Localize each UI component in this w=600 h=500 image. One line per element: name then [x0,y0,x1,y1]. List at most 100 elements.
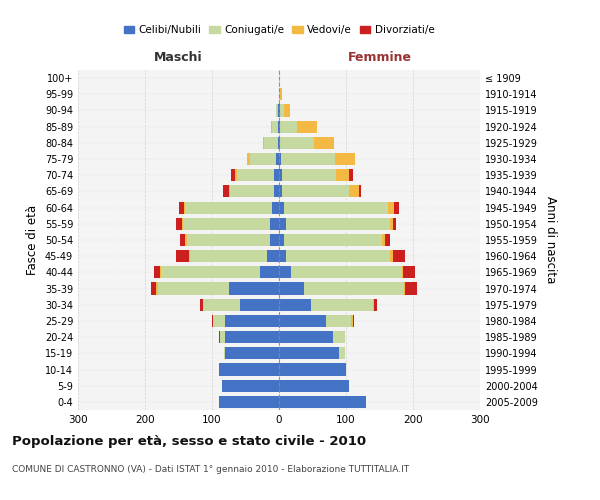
Bar [279,104,280,117]
Bar [223,186,229,198]
Bar [224,348,226,360]
Bar [274,169,279,181]
Bar [382,234,385,246]
Bar [388,202,394,213]
Bar [184,202,185,213]
Bar [332,331,344,343]
Bar [280,88,281,101]
Bar [218,396,279,408]
Bar [281,153,335,165]
Bar [393,250,405,262]
Bar [349,186,359,198]
Bar [403,266,415,278]
Bar [359,186,361,198]
Bar [280,120,297,132]
Bar [284,234,382,246]
Bar [200,298,203,311]
Bar [335,153,355,165]
Bar [187,234,270,246]
Bar [218,331,220,343]
Bar [297,120,317,132]
Bar [280,104,284,117]
Bar [250,153,277,165]
Bar [279,186,283,198]
Bar [349,169,353,181]
Bar [226,348,279,360]
Bar [160,266,161,278]
Bar [270,218,279,230]
Y-axis label: Anni di nascita: Anni di nascita [544,196,557,284]
Bar [404,282,405,294]
Bar [161,266,260,278]
Bar [226,315,279,327]
Bar [401,266,403,278]
Bar [394,202,399,213]
Bar [279,364,346,376]
Bar [272,202,279,213]
Bar [264,137,278,149]
Bar [277,104,278,117]
Bar [232,169,235,181]
Bar [214,315,226,327]
Bar [157,282,158,294]
Bar [218,364,279,376]
Bar [278,120,279,132]
Bar [389,250,393,262]
Bar [352,315,353,327]
Bar [190,250,267,262]
Bar [274,186,279,198]
Bar [279,331,332,343]
Bar [353,315,354,327]
Bar [279,380,349,392]
Bar [286,250,389,262]
Bar [185,234,187,246]
Bar [278,137,279,149]
Bar [283,186,349,198]
Bar [203,298,240,311]
Bar [238,169,274,181]
Y-axis label: Fasce di età: Fasce di età [26,205,39,275]
Bar [279,137,280,149]
Bar [336,169,349,181]
Bar [311,298,373,311]
Bar [389,218,393,230]
Bar [277,153,279,165]
Bar [279,169,283,181]
Bar [280,137,314,149]
Bar [279,298,311,311]
Bar [314,137,334,149]
Bar [180,234,185,246]
Bar [373,298,374,311]
Bar [279,202,284,213]
Bar [279,396,366,408]
Bar [278,104,279,117]
Bar [229,282,279,294]
Bar [270,234,279,246]
Bar [279,250,286,262]
Bar [220,331,226,343]
Bar [271,120,272,132]
Bar [176,250,188,262]
Bar [240,298,279,311]
Bar [183,218,270,230]
Bar [229,186,230,198]
Bar [279,266,291,278]
Text: Maschi: Maschi [154,50,203,64]
Bar [374,298,377,311]
Text: Femmine: Femmine [347,50,412,64]
Bar [340,348,344,360]
Bar [182,218,183,230]
Bar [279,282,304,294]
Bar [222,380,279,392]
Bar [279,234,284,246]
Bar [185,202,272,213]
Bar [235,169,238,181]
Bar [385,234,390,246]
Bar [247,153,250,165]
Bar [212,315,214,327]
Bar [284,202,388,213]
Bar [279,348,340,360]
Text: COMUNE DI CASTRONNO (VA) - Dati ISTAT 1° gennaio 2010 - Elaborazione TUTTITALIA.: COMUNE DI CASTRONNO (VA) - Dati ISTAT 1°… [12,465,409,474]
Bar [267,250,279,262]
Bar [179,202,184,213]
